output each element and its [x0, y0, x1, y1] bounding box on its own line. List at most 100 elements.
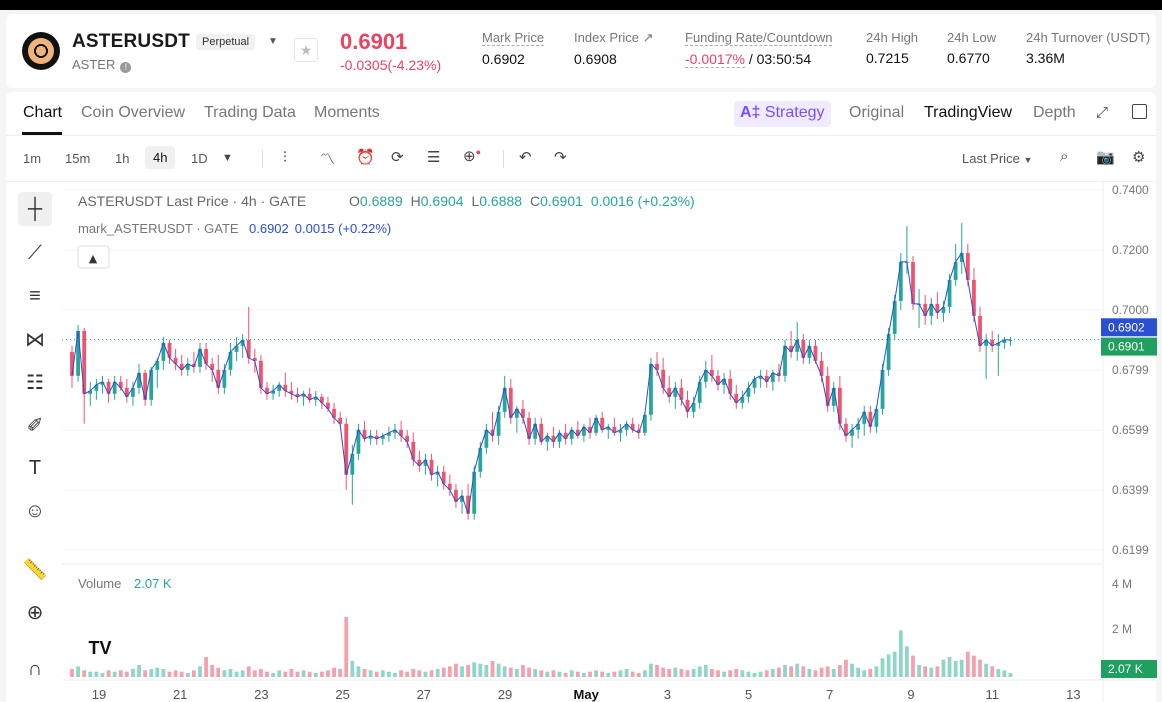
undo-icon[interactable]: ↶ [519, 149, 532, 166]
candle-body [837, 387, 842, 424]
stat-index-price[interactable]: Index Price ↗ 0.6908 [574, 30, 654, 67]
candle-body [722, 378, 726, 385]
layout-icon[interactable]: ☰ [427, 149, 441, 166]
pattern-icon[interactable]: ⋈ [25, 328, 45, 351]
legend-collapse-button[interactable]: ▲ [77, 245, 110, 269]
candle-body [703, 369, 708, 382]
timeframe-dropdown-icon[interactable]: ▼ [222, 152, 233, 164]
timeframe-1h[interactable]: 1h [115, 151, 130, 166]
gear-icon[interactable]: ⚙ [1132, 149, 1146, 166]
stat-funding-rate: Funding Rate/Countdown -0.0017% / 03:50:… [685, 30, 833, 68]
info-icon[interactable]: ! [120, 62, 132, 73]
volume-bar [667, 669, 672, 677]
volume-bar [783, 665, 787, 677]
ticker-header: ASTERUSDT Perpetual ▼ ★ ASTER! 0.6901 -0… [6, 14, 1156, 88]
drawing-tools: ┼ ⟋ ≡ ⋈ ☷ ✐ T ☺ 📏 ⊕ ∩ [6, 182, 64, 702]
candle-body [642, 414, 647, 433]
volume-bar [996, 669, 1001, 677]
volume-bar [941, 659, 946, 677]
emoji-icon[interactable]: ☺ [24, 499, 46, 522]
candle-body [490, 429, 495, 436]
candle-body [234, 345, 239, 352]
tab-moments[interactable]: Moments [314, 104, 380, 121]
chart-toolbar: 1m 15m 1h 4h 1D ▼ ⫶ 〽 ⏰ ⟳ ☰ ⊕● ↶ ↷ Last … [6, 136, 1156, 182]
candle-body [984, 339, 989, 346]
timeframe-1d[interactable]: 1D [191, 151, 208, 166]
volume-bar [271, 673, 275, 677]
candle-body [740, 396, 745, 403]
volume-bar [959, 659, 964, 677]
candle-body [478, 447, 483, 472]
volume-bar [679, 669, 684, 677]
favorite-star-icon[interactable]: ★ [294, 38, 318, 62]
timeframe-1m[interactable]: 1m [23, 151, 42, 166]
candle-body [636, 429, 641, 433]
volume-bar [124, 671, 129, 677]
ruler-icon[interactable]: 📏 [22, 558, 48, 581]
text-icon[interactable]: T [28, 456, 42, 479]
candle-body [819, 360, 824, 376]
candles-icon[interactable]: ⫶ [283, 149, 287, 166]
camera-icon[interactable]: 📷 [1096, 149, 1115, 166]
timeframe-4h[interactable]: 4h [145, 146, 176, 169]
search-icon[interactable]: ⌕ [1060, 148, 1069, 165]
volume-bar [198, 666, 202, 677]
crosshair-icon[interactable]: ┼ [18, 192, 52, 226]
strategy-button[interactable]: A‡ Strategy [734, 101, 831, 127]
candle-body [582, 426, 586, 436]
volume-bar [929, 667, 934, 677]
volume-bar [722, 671, 726, 677]
tab-trading-data[interactable]: Trading Data [204, 104, 296, 121]
volume-bar [112, 671, 117, 677]
alert-icon[interactable]: ⏰ [356, 149, 375, 166]
fib-icon[interactable]: ☷ [26, 371, 44, 394]
price-type-select[interactable]: Last Price ▼ [962, 151, 1033, 166]
tab-chart[interactable]: Chart [23, 104, 63, 121]
candle-body [923, 303, 928, 316]
candle-body [222, 369, 227, 388]
tradingview-logo[interactable]: TV [82, 632, 118, 662]
volume-bar [588, 671, 592, 677]
volume-bar [173, 670, 178, 677]
indicators-icon[interactable]: 〽 [320, 151, 336, 168]
candle-body [356, 429, 361, 454]
chevron-down-icon[interactable]: ▼ [268, 36, 278, 47]
window-icon[interactable] [1132, 104, 1147, 119]
volume-bar [411, 669, 416, 677]
tab-depth[interactable]: Depth [1033, 104, 1076, 121]
candle-body [935, 303, 940, 313]
volume-bar [283, 671, 288, 677]
price-tick-label: 0.7000 [1112, 303, 1149, 317]
volume-bar [1002, 670, 1007, 677]
candle-body [886, 333, 891, 370]
symbol-title[interactable]: ASTERUSDT [72, 31, 190, 52]
trend-line-icon[interactable]: ⟋ [28, 241, 42, 264]
candle-body [466, 495, 471, 514]
last-price-badge-text: 0.6901 [1108, 340, 1145, 354]
candlestick-chart[interactable]: 0.7400 0.7200 0.7000 0.6799 0.6599 0.6399 0.61… [62, 92, 1162, 702]
contract-type-badge: Perpetual [196, 34, 256, 50]
horizontal-lines-icon[interactable]: ≡ [29, 284, 41, 307]
tab-original[interactable]: Original [849, 104, 905, 121]
volume-bar [728, 670, 733, 677]
redo-icon[interactable]: ↷ [554, 149, 567, 166]
timeframe-15m[interactable]: 15m [65, 151, 91, 166]
expand-icon[interactable]: ⤢ [1096, 104, 1109, 121]
volume-bar [259, 669, 263, 677]
tab-tradingview[interactable]: TradingView [924, 104, 1013, 121]
tab-coin-overview[interactable]: Coin Overview [81, 104, 186, 121]
add-indicator-icon[interactable]: ⊕● [463, 147, 482, 165]
volume-bar [636, 673, 641, 677]
candle-body [362, 429, 367, 439]
volume-bar [734, 669, 739, 677]
brush-icon[interactable]: ✐ [26, 414, 44, 437]
magnet-icon[interactable]: ∩ [27, 657, 43, 680]
volume-bar [490, 661, 495, 677]
volume-bar [429, 670, 434, 677]
volume-bar [709, 669, 714, 677]
candle-body [594, 417, 598, 433]
candle-body [569, 429, 574, 439]
replay-icon[interactable]: ⟳ [391, 149, 404, 166]
zoom-icon[interactable]: ⊕ [26, 601, 44, 624]
candle-body [271, 390, 275, 394]
